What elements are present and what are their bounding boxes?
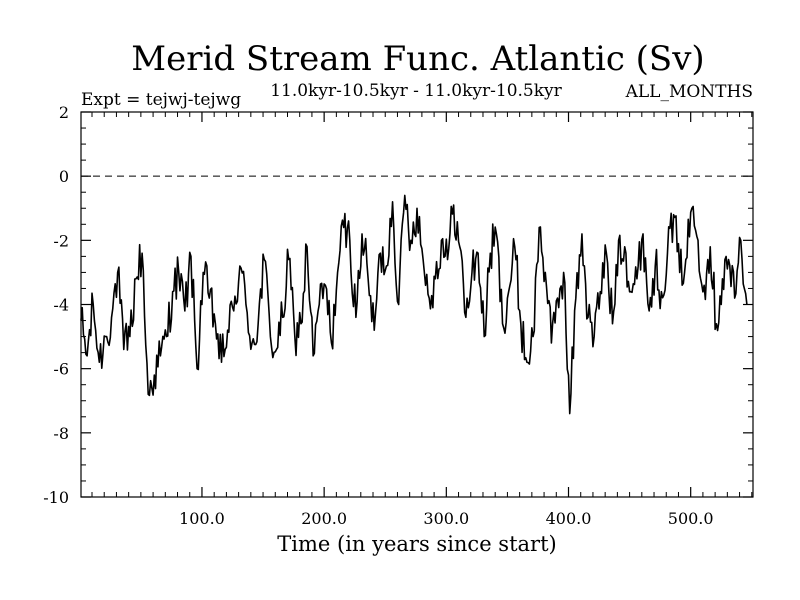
plot-area: 100.0 200.0 300.0 400.0 500.0 -10 -8 -6 -4 -2 0 2 <box>43 103 754 528</box>
y-axis: -10 -8 -6 -4 -2 0 2 <box>43 103 753 507</box>
y-tick-label: 2 <box>59 103 69 122</box>
x-tick-label: 200.0 <box>301 509 347 528</box>
series-line <box>80 194 748 415</box>
x-tick-label: 300.0 <box>423 509 469 528</box>
y-tick-label: -6 <box>53 360 69 379</box>
x-tick-label: 400.0 <box>546 509 592 528</box>
y-tick-label: -8 <box>53 424 69 443</box>
x-axis: 100.0 200.0 300.0 400.0 500.0 <box>91 112 753 528</box>
y-tick-label: -4 <box>53 296 69 315</box>
y-tick-label: -10 <box>43 488 69 507</box>
x-tick-label: 500.0 <box>668 509 714 528</box>
y-tick-label: -2 <box>53 231 69 250</box>
experiment-label: Expt = tejwj-tejwg <box>81 90 241 110</box>
y-tick-label: 0 <box>59 167 69 186</box>
x-axis-title: Time (in years since start) <box>277 532 556 556</box>
chart-title: Merid Stream Func. Atlantic (Sv) <box>131 39 704 79</box>
months-label: ALL_MONTHS <box>625 82 753 102</box>
x-tick-label: 100.0 <box>179 509 225 528</box>
chart-subtitle: 11.0kyr-10.5kyr - 11.0kyr-10.5kyr <box>270 81 562 101</box>
